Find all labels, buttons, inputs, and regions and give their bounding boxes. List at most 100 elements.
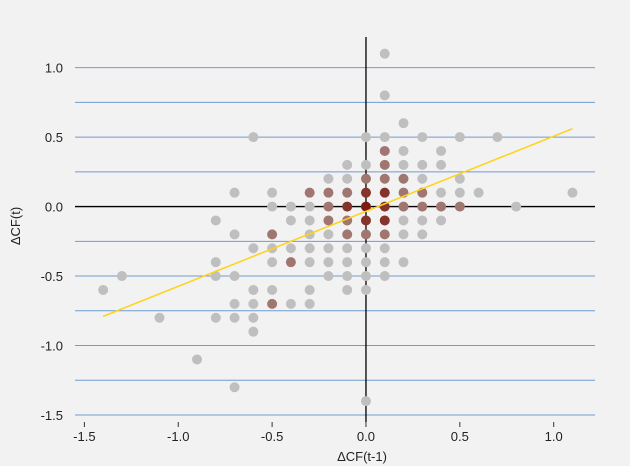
regression-line [102,128,573,318]
data-point [248,312,259,323]
data-point [436,145,447,156]
data-point [342,257,353,268]
data-point [267,257,278,268]
data-point [285,201,296,212]
data-point [398,257,409,268]
data-point [567,187,578,198]
y-tick-label: 1.0 [45,61,63,76]
data-point [248,284,259,295]
data-point [342,159,353,170]
data-point [248,132,259,143]
data-point [379,215,390,226]
data-point [360,243,371,254]
data-point [436,201,447,212]
x-tick-label: -1.0 [167,429,189,444]
data-point [360,257,371,268]
data-point [229,271,240,282]
data-point [398,201,409,212]
data-point [454,187,465,198]
data-point [511,201,522,212]
data-point [323,187,334,198]
data-point [436,215,447,226]
x-axis-ticks: -1.5 -1.0 -0.5 0.0 0.5 1.0 [73,422,563,444]
data-point [210,271,221,282]
data-point [229,229,240,240]
data-point [360,215,371,226]
data-point [360,173,371,184]
data-point [379,173,390,184]
data-point [323,243,334,254]
data-point [267,229,278,240]
data-point [210,215,221,226]
data-point [304,257,315,268]
data-point [473,187,484,198]
y-tick-label: -1.5 [41,408,63,423]
data-point [398,215,409,226]
data-point [398,229,409,240]
data-point [210,312,221,323]
data-point [360,132,371,143]
data-point [398,145,409,156]
x-tick-label: 0.0 [357,429,375,444]
data-point [379,48,390,59]
data-point [267,187,278,198]
y-axis-ticks: -1.5 -1.0 -0.5 0.0 0.5 1.0 [41,61,63,423]
data-point [360,396,371,407]
data-point [192,354,203,365]
data-point [379,132,390,143]
data-point [267,201,278,212]
data-point [248,326,259,337]
data-point [342,229,353,240]
data-point [304,201,315,212]
data-point [379,90,390,101]
data-point [492,132,503,143]
data-points [98,48,578,407]
data-point [342,201,353,212]
y-tick-label: 0.5 [45,130,63,145]
x-tick-label: 1.0 [545,429,563,444]
data-point [154,312,165,323]
data-point [379,243,390,254]
x-axis-title: ΔCF(t-1) [337,449,387,464]
data-point [285,243,296,254]
data-point [248,243,259,254]
data-point [342,173,353,184]
data-point [210,257,221,268]
x-tick-label: 0.5 [451,429,469,444]
data-point [360,159,371,170]
data-point [379,187,390,198]
y-tick-label: -0.5 [41,269,63,284]
data-point [342,284,353,295]
data-point [417,173,428,184]
data-point [436,159,447,170]
data-point [267,298,278,309]
data-point [417,132,428,143]
data-point [398,173,409,184]
data-point [342,243,353,254]
y-tick-label: 0.0 [45,200,63,215]
data-point [98,284,109,295]
data-point [229,382,240,393]
y-tick-label: -1.0 [41,339,63,354]
data-point [398,159,409,170]
data-point [285,215,296,226]
data-point [342,187,353,198]
data-point [304,298,315,309]
x-tick-label: -1.5 [73,429,95,444]
data-point [304,243,315,254]
data-point [229,187,240,198]
data-point [116,271,127,282]
data-point [229,298,240,309]
data-point [323,257,334,268]
data-point [285,298,296,309]
data-point [285,257,296,268]
data-point [379,257,390,268]
data-point [360,284,371,295]
data-point [323,173,334,184]
data-point [229,312,240,323]
data-point [436,187,447,198]
x-tick-label: -0.5 [261,429,283,444]
data-point [417,201,428,212]
